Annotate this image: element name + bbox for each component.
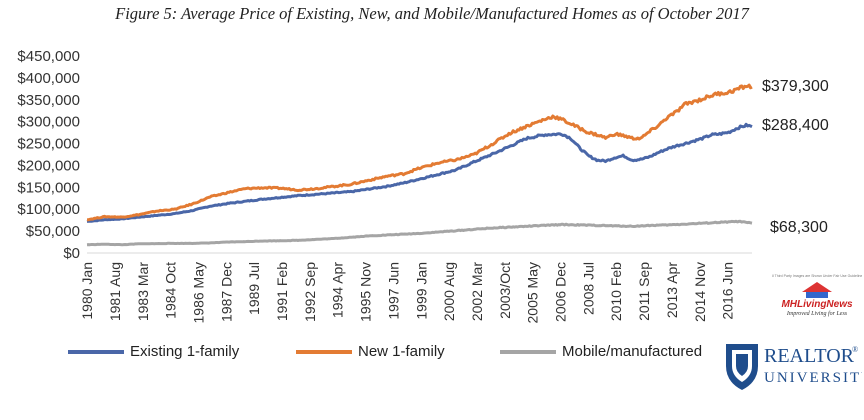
end-labels: $288,400 $379,300 $68,300 (762, 78, 829, 236)
svg-text:REALTOR: REALTOR (764, 345, 855, 367)
x-tick-label: 2008 Jul (580, 262, 596, 315)
end-label: $379,300 (762, 78, 829, 95)
y-tick-label: $300,000 (17, 114, 80, 131)
y-axis: $0 $50,000 $100,000 $150,000 $200,000 $250,00… (17, 48, 80, 262)
x-tick-label: 1997 Jun (385, 262, 401, 320)
svg-text:®: ® (852, 345, 858, 354)
x-tick-label: 1984 Oct (163, 262, 179, 319)
legend-item-new: New 1-family (296, 343, 445, 360)
x-tick-label: 2003/Oct (497, 262, 513, 319)
end-label: $68,300 (770, 219, 828, 236)
x-tick-label: 1994 Apr (330, 262, 346, 318)
x-tick-label: 2011 Sep (636, 262, 652, 321)
chart-title: Figure 5: Average Price of Existing, New… (115, 4, 749, 23)
x-tick-label: 1987 Dec (218, 262, 234, 322)
series-line-existing-1-family (86, 122, 753, 223)
svg-text:MHLivingNews: MHLivingNews (781, 299, 853, 310)
y-tick-label: $350,000 (17, 92, 80, 109)
x-axis: 1980 Jan 1981 Aug 1983 Mar 1984 Oct 1986 May… (79, 262, 736, 324)
x-tick-label: 1991 Feb (274, 262, 290, 321)
x-tick-label: 1986 May (190, 262, 206, 323)
x-tick-label: 2014 Nov (692, 262, 708, 322)
x-tick-label: 1989 Jul (246, 262, 262, 315)
series-line-new-1-family (86, 83, 753, 222)
legend-label-mobile: Mobile/manufactured (562, 343, 703, 360)
x-tick-label: 2006 Dec (553, 262, 569, 322)
x-tick-label: 2005 May (525, 262, 541, 323)
y-tick-label: $400,000 (17, 70, 80, 87)
x-tick-label: 1981 Aug (107, 262, 123, 321)
y-tick-label: $100,000 (17, 201, 80, 218)
mhlivingnews-logo: All Third Party Images are Shown Under F… (770, 272, 864, 318)
svg-text:Improved Living for Less: Improved Living for Less (786, 310, 848, 317)
x-tick-label: 1980 Jan (79, 262, 95, 320)
x-tick-label: 2002 Mar (469, 262, 485, 321)
legend-swatch-new (296, 349, 352, 354)
svg-text:UNIVERSITY: UNIVERSITY (764, 370, 862, 386)
y-tick-label: $150,000 (17, 179, 80, 196)
series-line-mobile-manufactured (86, 219, 753, 247)
y-tick-label: $50,000 (26, 223, 80, 240)
x-tick-label: 1995 Nov (357, 262, 373, 322)
svg-text:All Third Party Images are Sho: All Third Party Images are Shown Under F… (772, 274, 862, 278)
realtor-university-logo: REALTOR ® UNIVERSITY (722, 338, 864, 394)
legend-label-new: New 1-family (358, 343, 445, 360)
legend-item-existing: Existing 1-family (68, 343, 239, 360)
x-tick-label: 1992 Sep (302, 262, 318, 322)
x-tick-label: 2016 Jun (720, 262, 736, 320)
legend-swatch-existing (68, 349, 124, 354)
x-tick-label: 1999 Jan (413, 262, 429, 320)
legend-swatch-mobile (500, 349, 556, 354)
y-tick-label: $250,000 (17, 136, 80, 153)
y-tick-label: $200,000 (17, 157, 80, 174)
legend-label-existing: Existing 1-family (130, 343, 240, 360)
series-lines (86, 83, 753, 247)
y-tick-label: $0 (63, 245, 80, 262)
x-tick-label: 1983 Mar (135, 262, 151, 321)
legend-item-mobile: Mobile/manufactured (500, 343, 702, 360)
x-tick-label: 2010 Feb (608, 262, 624, 321)
x-tick-label: 2000 Aug (441, 262, 457, 321)
y-tick-label: $450,000 (17, 48, 80, 65)
x-tick-label: 2013 Apr (664, 262, 680, 318)
end-label: $288,400 (762, 117, 829, 134)
